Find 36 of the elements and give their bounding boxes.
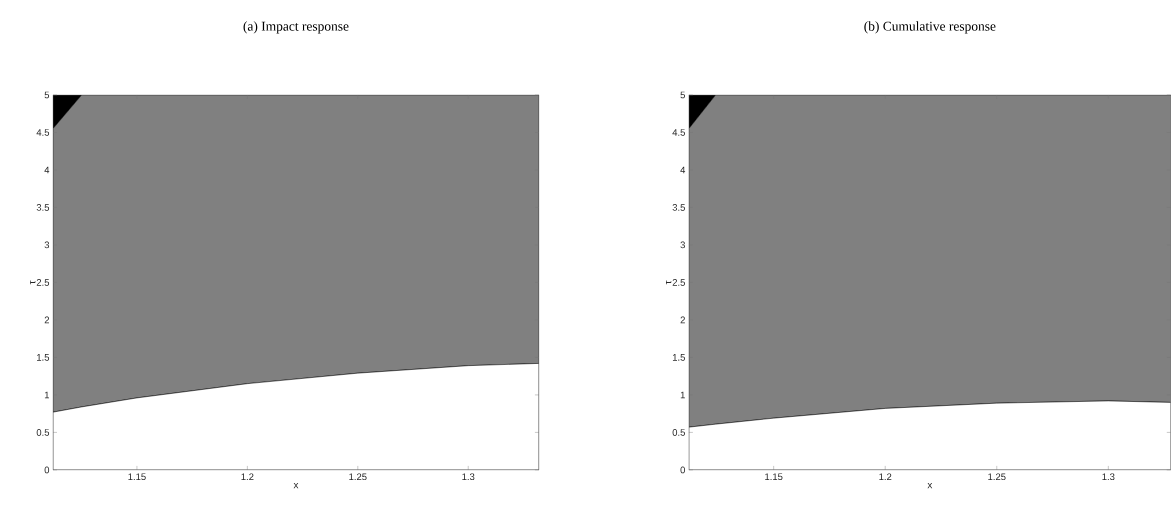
y-tick-label: 2.5 <box>36 279 50 286</box>
y-tick-label: 0.5 <box>672 429 685 436</box>
x-tick-label: 1.3 <box>462 473 475 481</box>
y-tick-label: 0.5 <box>36 429 50 436</box>
y-tick-label: 3 <box>680 241 685 249</box>
y-tick-label: 1.5 <box>672 354 685 361</box>
y-tick-label: 2 <box>44 316 50 324</box>
y-tick-label: 4.5 <box>36 129 50 136</box>
y-tick-label: 0 <box>44 466 50 474</box>
x-axis-title: x <box>927 483 933 489</box>
x-tick-label: 1.2 <box>879 473 892 481</box>
y-tick-label: 3.5 <box>36 204 50 211</box>
x-tick-label: 1.25 <box>988 473 1006 481</box>
y-tick-label: 3 <box>44 241 50 249</box>
x-axis-title: x <box>293 483 299 489</box>
x-tick-label: 1.15 <box>765 473 783 481</box>
y-tick-label: 2.5 <box>672 279 685 286</box>
y-axis-title: τ <box>30 280 36 285</box>
y-tick-label: 4 <box>680 166 686 174</box>
y-tick-label: 0 <box>680 466 685 474</box>
x-tick-label: 1.2 <box>241 473 254 481</box>
chart-title: (a) Impact response <box>243 21 349 34</box>
x-tick-label: 1.3 <box>1102 473 1115 481</box>
y-tick-label: 1.5 <box>37 354 50 361</box>
y-tick-label: 2 <box>680 316 685 324</box>
y-axis-title: τ <box>666 280 672 285</box>
y-tick-label: 1 <box>44 391 50 399</box>
y-tick-label: 5 <box>44 91 50 99</box>
y-tick-label: 5 <box>680 91 685 99</box>
chart-title: (b) Cumulative response <box>864 21 996 34</box>
y-tick-label: 4.5 <box>672 129 685 136</box>
x-tick-label: 1.25 <box>349 473 367 481</box>
y-tick-label: 1 <box>680 391 685 399</box>
y-tick-label: 3.5 <box>672 204 685 211</box>
x-tick-label: 1.15 <box>128 473 146 481</box>
y-tick-label: 4 <box>44 166 50 174</box>
